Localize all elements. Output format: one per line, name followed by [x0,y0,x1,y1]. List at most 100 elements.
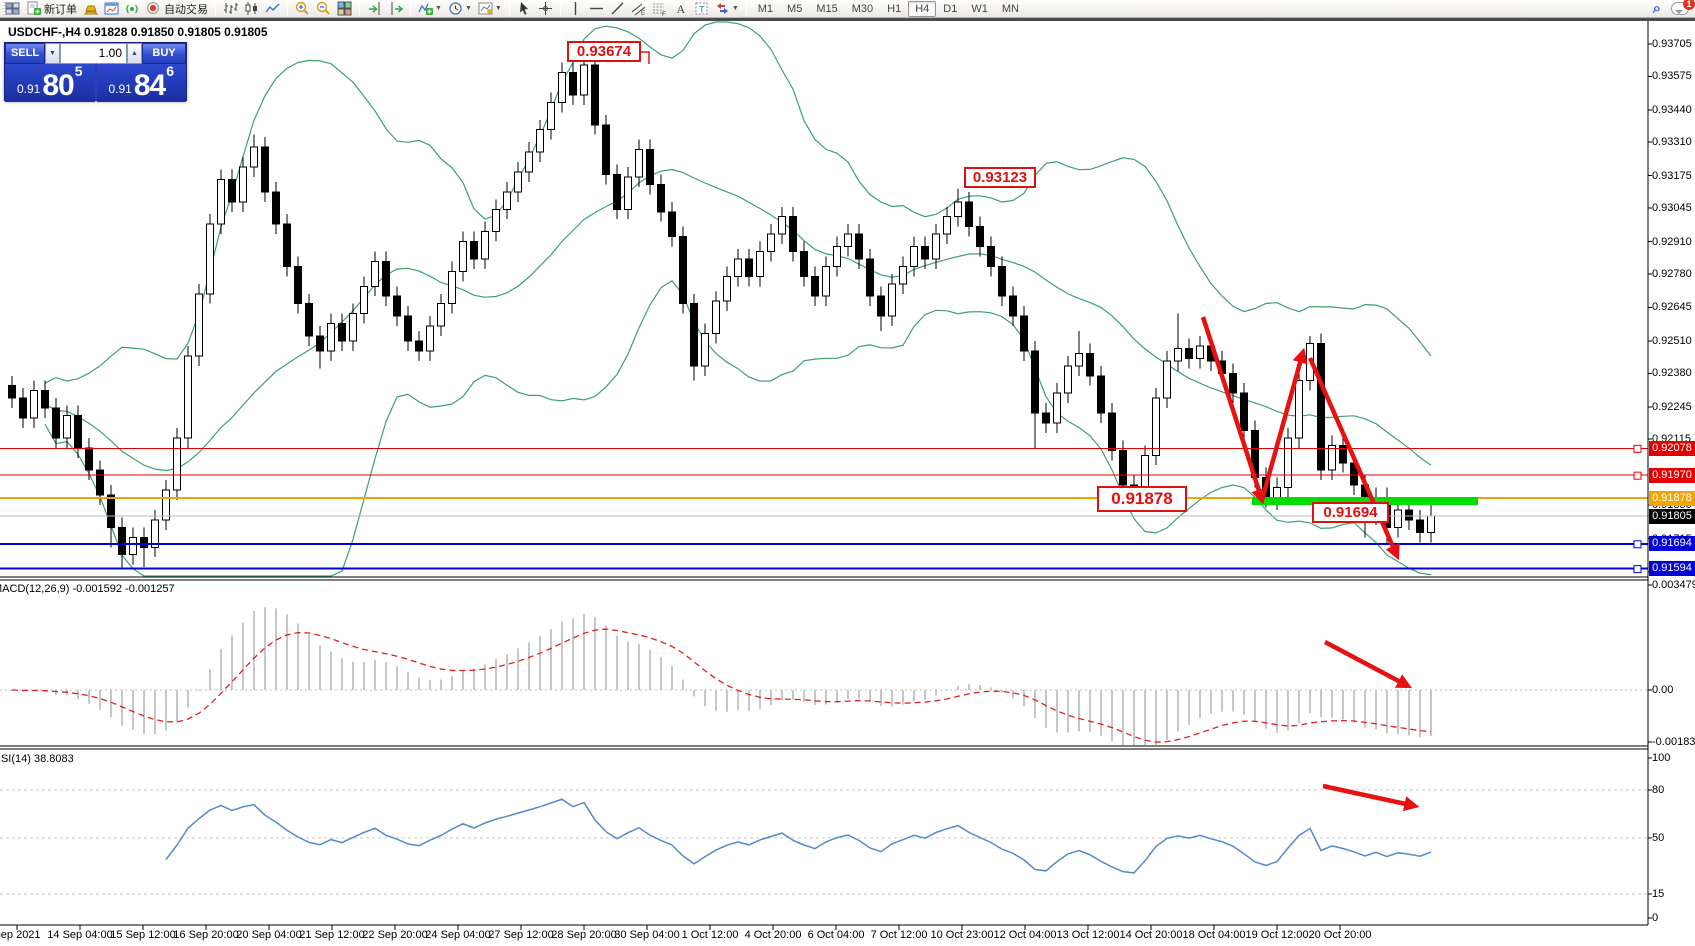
timeframe-button-d1[interactable]: D1 [943,2,958,15]
channel-icon: E [631,3,646,16]
volume-decrease-button[interactable]: ▼ [45,43,60,64]
one-click-trade-panel: SELL ▼ 1.00 ▲ BUY 0.91 80 5 0.91 84 6 [4,42,187,102]
line-handle[interactable] [1633,471,1642,480]
svg-text:F: F [662,11,666,16]
data-window-icon[interactable] [101,1,122,17]
svg-text:A: A [676,2,685,16]
fibonacci-button[interactable]: F [649,1,670,17]
line-handle[interactable] [1633,540,1642,549]
sell-button[interactable]: SELL [5,43,45,64]
chat-icon[interactable]: 1 [1671,0,1695,15]
bid-price-pips: 80 [42,69,74,102]
volume-increase-button[interactable]: ▲ [127,43,142,64]
price-line-badge: 0.91594 [1649,561,1695,577]
dropdown-caret-icon[interactable]: ▼ [731,5,739,12]
time-tick-label: 15 Sep 12:00 [110,929,176,941]
svg-text:T: T [699,5,705,15]
chart-layout-icon[interactable] [2,1,23,17]
crosshair-button[interactable] [535,1,556,17]
new-order-button-label: 新订单 [44,3,77,16]
auto-scroll-icon [369,2,380,15]
signal-icon[interactable] [122,1,143,17]
support-zone-highlight[interactable] [1252,497,1478,505]
price-tick-label: 0.92510 [1652,334,1692,347]
price-callout-label[interactable]: 0.91878 [1097,486,1187,512]
trend-arrow[interactable] [1259,347,1308,501]
candle-chart-type-icon [245,2,257,15]
trendline-button[interactable] [607,1,628,17]
new-order-button[interactable]: 新订单 [23,1,80,17]
indicator-tick-label: -0.001833 [1652,736,1695,748]
search-icon[interactable]: ⌕ [1652,0,1661,17]
tile-windows-button[interactable] [334,1,355,17]
timeframe-button-m30[interactable]: M30 [851,2,874,15]
time-tick-label: 4 Oct 20:00 [744,929,802,941]
timeframe-button-m5[interactable]: M5 [787,2,803,15]
arrows-icon [716,3,728,14]
market-watch-icon-icon [83,5,98,15]
bid-price-prefix: 0.91 [16,82,41,96]
trend-arrow[interactable] [1323,640,1413,689]
timeframe-button-m1[interactable]: M1 [757,2,774,15]
label-button[interactable]: T [691,1,712,17]
trend-arrow[interactable] [1322,783,1420,812]
svg-text:E: E [641,11,645,16]
bid-price-display[interactable]: 0.91 80 5 [5,64,95,102]
indicators-button[interactable]: ▼ [415,1,445,17]
auto-scroll-button[interactable] [364,1,385,17]
chart-shift-button[interactable] [385,1,406,17]
time-tick-label: 14 Sep 04:00 [47,929,113,941]
zoom-in-button[interactable] [292,1,313,17]
buy-button[interactable]: BUY [142,43,186,64]
timeframe-button-w1[interactable]: W1 [971,2,988,15]
market-watch-icon[interactable] [80,1,101,17]
timeframe-button-h1[interactable]: H1 [887,2,902,15]
zoom-in-icon [295,1,309,15]
text-button[interactable]: A [670,1,691,17]
price-tick-label: 0.93175 [1652,169,1692,182]
bid-price-point: 5 [74,63,83,79]
price-tick-label: 0.93440 [1652,103,1692,116]
vertical-line-button[interactable] [565,1,586,17]
timeframe-button-mn[interactable]: MN [1001,2,1019,15]
horizontal-line-button[interactable] [586,1,607,17]
trend-arrow[interactable] [1200,316,1266,505]
price-callout-label[interactable]: 0.93674 [567,41,641,62]
main-toolbar: 新订单 自动交易 ▼ ▼ ▼ E F A T ▼ M1 M5 M15 M30 H1 H4 D1 W1 MN ⌕ 1 [0,0,1695,18]
ask-price-point: 6 [166,63,175,79]
indicator-tick-label: 0 [1652,912,1659,924]
macd-indicator-label: MACD(12,26,9) -0.001592 -0.001257 [0,583,175,595]
price-line-badge: 0.91878 [1649,490,1695,506]
price-tick-label: 0.92780 [1652,267,1692,280]
time-tick-label: 12 Oct 04:00 [993,929,1057,941]
templates-button[interactable]: ▼ [475,1,505,17]
ask-price-display[interactable]: 0.91 84 6 [96,63,186,102]
indicator-tick-label: 15 [1652,888,1665,900]
time-tick-label: 18 Oct 04:00 [1182,929,1246,941]
trend-arrow[interactable] [1307,357,1400,561]
time-tick-label: 13 Oct 12:00 [1056,929,1120,941]
dropdown-caret-icon[interactable]: ▼ [435,5,442,12]
line-chart-type-button[interactable] [262,1,283,17]
time-tick-label: 20 Sep 04:00 [236,929,302,941]
periods-button[interactable]: ▼ [445,1,475,17]
time-tick-label: 28 Sep 20:00 [551,929,617,941]
timeframe-button-h4[interactable]: H4 [908,0,937,17]
text-icon: A [676,2,685,16]
autotrading-button[interactable]: 自动交易 [143,1,211,17]
cursor-button[interactable] [514,1,535,17]
dropdown-caret-icon[interactable]: ▼ [464,5,472,12]
line-handle[interactable] [1633,444,1642,453]
dropdown-caret-icon[interactable]: ▼ [494,5,502,12]
zoom-out-button[interactable] [313,1,334,17]
bar-chart-type-button[interactable] [220,1,241,17]
line-handle[interactable] [1633,565,1642,574]
price-callout-label[interactable]: 0.93123 [964,167,1036,188]
channel-button[interactable]: E [628,1,649,17]
price-callout-label[interactable]: 0.91694 [1312,502,1389,523]
timeframe-button-m15[interactable]: M15 [816,2,838,15]
arrows-button[interactable]: ▼ [712,1,742,17]
candle-chart-type-button[interactable] [241,1,262,17]
volume-input[interactable]: 1.00 [60,43,127,64]
